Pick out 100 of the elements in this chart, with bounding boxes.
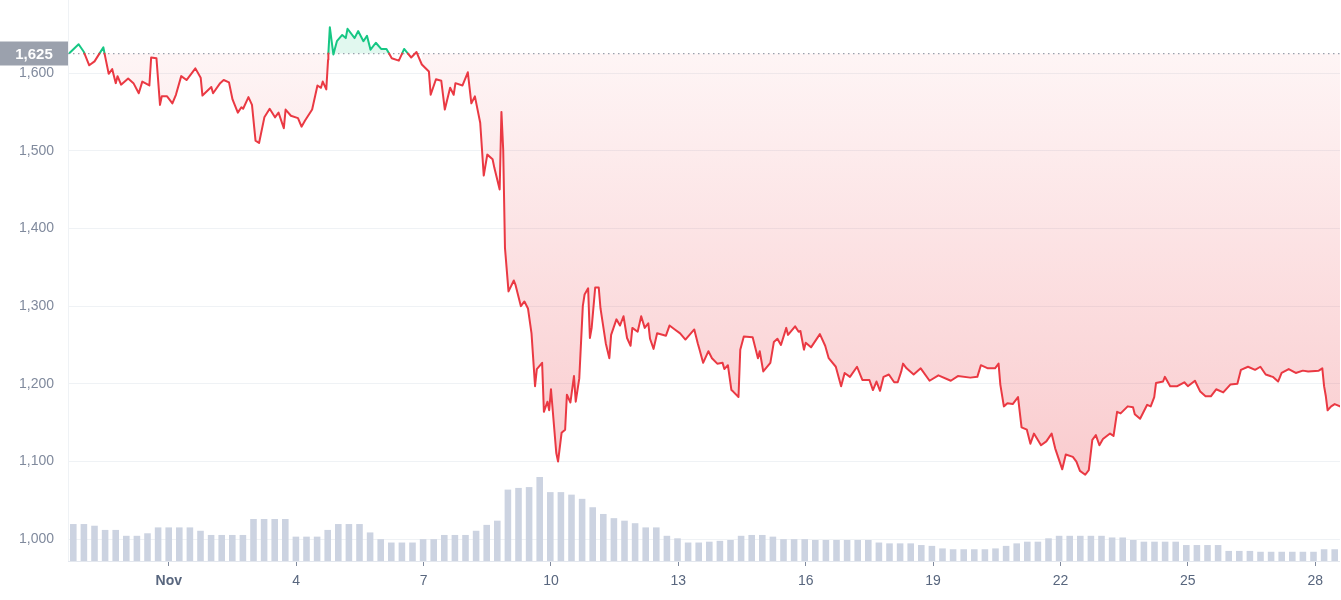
bar (515, 487, 522, 561)
bar (1193, 545, 1201, 561)
bar (1183, 545, 1190, 561)
bar (430, 539, 437, 561)
x-tick-label: 16 (797, 572, 814, 589)
bar (769, 536, 777, 561)
bar (1278, 551, 1285, 561)
bar (589, 507, 596, 561)
bar (154, 527, 162, 561)
bar (197, 530, 204, 561)
bar (324, 529, 331, 561)
bar (896, 543, 904, 561)
bar (557, 492, 565, 561)
bar (366, 532, 374, 561)
bar (1002, 545, 1010, 561)
bar (1087, 535, 1095, 561)
bar (356, 524, 363, 561)
bar (1055, 535, 1063, 561)
bar (1320, 549, 1328, 561)
bar (674, 538, 681, 561)
bar (345, 524, 353, 561)
bar (695, 542, 702, 561)
x-tick-label: 28 (1307, 572, 1324, 589)
bar (472, 530, 480, 561)
bar (1161, 541, 1169, 561)
y-tick-label: 1,100 (18, 452, 55, 469)
bar (250, 519, 257, 561)
bar (833, 540, 840, 561)
x-tick-label: 10 (543, 572, 559, 589)
bar (790, 539, 798, 561)
bar (462, 534, 469, 561)
bar (886, 543, 893, 561)
bar (525, 487, 533, 561)
bar (377, 539, 384, 561)
bar (409, 542, 416, 561)
bar (1130, 540, 1137, 561)
bar (1108, 537, 1116, 561)
bar (1225, 550, 1232, 561)
bar (949, 549, 957, 561)
x-tick-label: 25 (1180, 572, 1196, 589)
bar (992, 548, 999, 561)
bar (928, 545, 936, 561)
bar (663, 535, 671, 561)
bar (621, 520, 628, 561)
bar (642, 527, 649, 561)
bar (207, 534, 215, 561)
bar (843, 540, 851, 561)
bar (1331, 549, 1338, 561)
bar (1246, 550, 1254, 561)
bar (101, 529, 109, 561)
bar (1172, 541, 1179, 561)
bar (812, 540, 819, 561)
bar (1151, 541, 1158, 561)
bar (653, 527, 660, 561)
bar (1098, 535, 1105, 561)
x-tick-label: 22 (1052, 572, 1069, 589)
bar (748, 534, 755, 561)
bar (80, 524, 88, 561)
bar (165, 527, 172, 561)
bar (303, 536, 310, 561)
bar (91, 525, 98, 561)
y-tick-label: 1,200 (18, 374, 55, 391)
bar (1034, 541, 1042, 561)
bar (441, 534, 448, 561)
bar (801, 539, 808, 561)
bar (218, 534, 225, 561)
bar (1045, 538, 1052, 561)
bar (737, 535, 745, 561)
bar (1013, 543, 1020, 561)
bar (1289, 551, 1296, 561)
bar (112, 529, 119, 561)
bar (229, 534, 236, 561)
x-tick-label: 4 (292, 572, 301, 589)
bar (419, 539, 427, 561)
bar (1204, 545, 1211, 561)
x-tick-label: 13 (670, 572, 687, 589)
bar (1119, 537, 1126, 561)
bar (981, 549, 989, 561)
bar (1024, 541, 1031, 561)
bar (260, 519, 268, 561)
bar (610, 518, 618, 561)
bar (918, 545, 925, 561)
y-tick-label: 1,500 (18, 141, 55, 158)
bar (907, 543, 914, 561)
bar (960, 549, 967, 561)
bar (335, 524, 342, 561)
bar (282, 519, 289, 561)
bar (504, 489, 512, 561)
x-tick-label: 7 (419, 572, 428, 589)
bar (706, 541, 713, 561)
ref-line-label: 1,625 (15, 44, 53, 62)
bar (176, 527, 183, 561)
bar (1310, 551, 1317, 561)
bar (716, 540, 724, 561)
bar (292, 536, 300, 561)
bar (313, 536, 321, 561)
bar (536, 477, 543, 561)
bar (1066, 535, 1073, 561)
bar (1257, 551, 1264, 561)
bar (822, 540, 830, 561)
